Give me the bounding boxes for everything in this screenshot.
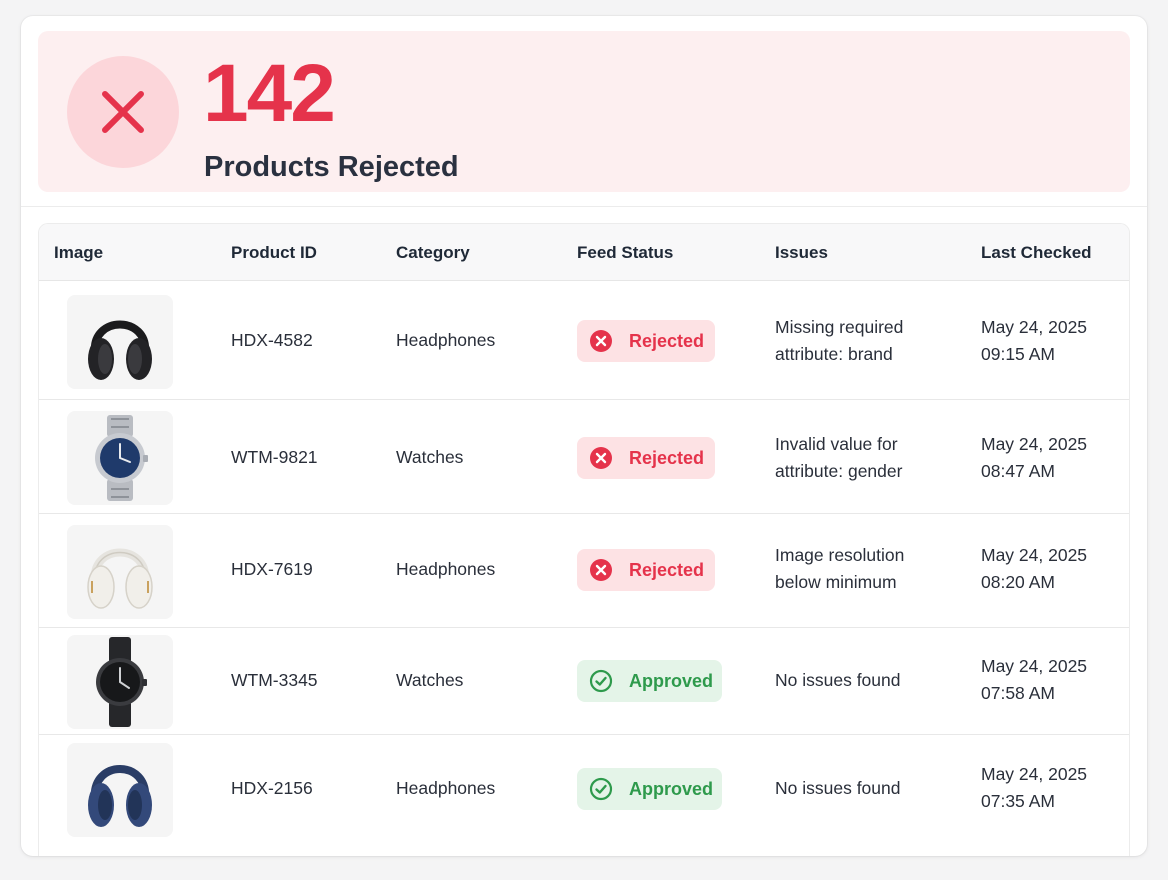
product-image-silver-watch[interactable] [67,411,173,505]
issue-line: attribute: gender [775,461,903,481]
status-label: Approved [629,670,714,691]
table-row[interactable]: HDX-2156 Headphones Approved No issues f… [39,735,1129,855]
last-checked-time: 08:47 AM [981,461,1055,481]
category: Watches [396,447,464,467]
status-badge-rejected: Rejected [577,320,715,362]
issue-line: Invalid value for [775,434,898,454]
status-label: Rejected [629,559,705,580]
product-id[interactable]: HDX-4582 [231,330,313,350]
table-header: Image Product ID Category Feed Status Is… [39,224,1129,281]
rejected-label: Products Rejected [204,151,459,183]
rejected-summary-banner: 142 Products Rejected [38,31,1130,192]
last-checked: May 24, 2025 07:35 AM [981,761,1087,815]
last-checked-date: May 24, 2025 [981,656,1088,676]
status-label: Rejected [629,330,705,351]
last-checked-time: 07:35 AM [981,791,1055,811]
status-badge-approved: Approved [577,768,722,810]
issue-line: attribute: brand [775,344,893,364]
issue-line: below minimum [775,572,897,592]
product-id[interactable]: WTM-3345 [231,670,318,690]
product-image-white-headphones[interactable] [67,525,173,619]
last-checked: May 24, 2025 08:47 AM [981,431,1087,485]
divider [21,206,1147,207]
check-circle-icon [589,669,613,693]
column-header-feed-status[interactable]: Feed Status [577,243,674,262]
category: Headphones [396,330,496,350]
issue-text: Invalid value for attribute: gender [775,431,902,485]
rejected-count: 142 [203,48,336,139]
last-checked-time: 07:58 AM [981,683,1055,703]
table-row[interactable]: HDX-7619 Headphones Rejected Image resol… [39,514,1129,628]
error-circle-icon [590,447,612,469]
last-checked-date: May 24, 2025 [981,545,1088,565]
last-checked: May 24, 2025 09:15 AM [981,314,1087,368]
product-image-black-headphones[interactable] [67,295,173,389]
issue-line: No issues found [775,670,901,690]
issue-text: No issues found [775,667,901,694]
product-id[interactable]: HDX-2156 [231,778,313,798]
table-row[interactable]: HDX-4582 Headphones Rejected Missing req… [39,281,1129,400]
product-id[interactable]: HDX-7619 [231,559,313,579]
category: Watches [396,670,464,690]
category: Headphones [396,778,496,798]
column-header-last-checked[interactable]: Last Checked [981,243,1092,262]
product-id[interactable]: WTM-9821 [231,447,318,467]
product-image-navy-headphones[interactable] [67,743,173,837]
issue-text: Image resolution below minimum [775,542,904,596]
product-image-black-watch[interactable] [67,635,173,729]
issue-line: No issues found [775,778,901,798]
category: Headphones [396,559,496,579]
status-badge-rejected: Rejected [577,437,715,479]
last-checked-time: 08:20 AM [981,572,1055,592]
issue-line: Missing required [775,317,904,337]
column-header-issues[interactable]: Issues [775,243,828,262]
last-checked: May 24, 2025 08:20 AM [981,542,1087,596]
last-checked-date: May 24, 2025 [981,764,1088,784]
issue-line: Image resolution [775,545,905,565]
error-circle-icon [590,559,612,581]
table-row[interactable]: WTM-3345 Watches Approved No issues foun… [39,628,1129,735]
last-checked-date: May 24, 2025 [981,317,1088,337]
last-checked-date: May 24, 2025 [981,434,1088,454]
error-circle-icon [590,330,612,352]
check-circle-icon [589,777,613,801]
status-badge-rejected: Rejected [577,549,715,591]
status-label: Approved [629,778,714,799]
last-checked: May 24, 2025 07:58 AM [981,653,1087,707]
column-header-image[interactable]: Image [54,243,104,262]
status-label: Rejected [629,447,705,468]
status-badge-approved: Approved [577,660,722,702]
last-checked-time: 09:15 AM [981,344,1055,364]
products-table: Image Product ID Category Feed Status Is… [38,223,1130,856]
issue-text: Missing required attribute: brand [775,314,903,368]
column-header-category[interactable]: Category [396,243,470,262]
rejected-x-icon [67,56,179,168]
issue-text: No issues found [775,775,901,802]
column-header-product-id[interactable]: Product ID [231,243,317,262]
table-row[interactable]: WTM-9821 Watches Rejected Invalid value … [39,400,1129,514]
feed-status-card: 142 Products Rejected Image Product ID C… [21,16,1147,856]
